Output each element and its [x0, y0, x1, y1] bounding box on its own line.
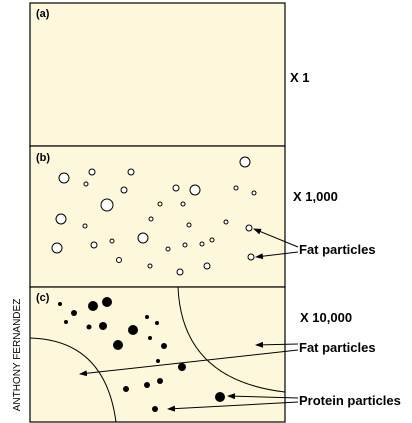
panel-label: (a): [36, 8, 50, 20]
arrow: [255, 341, 299, 348]
annotation: Fat particles: [299, 242, 376, 257]
magnification: X 10,000: [300, 310, 352, 325]
panel-a: [29, 2, 286, 147]
panel-c: [29, 286, 286, 423]
fat-globule-arc: [29, 337, 117, 423]
annotation: Fat particles: [299, 340, 376, 355]
arrow: [79, 349, 299, 377]
annotation: Protein particles: [299, 393, 401, 408]
panel-label: (b): [36, 152, 50, 164]
credit: ANTHONY FERNANDEZ: [12, 299, 23, 412]
arrow: [167, 401, 299, 412]
panel-b: [29, 145, 286, 288]
protein-particles: [58, 297, 225, 412]
arrow: [253, 228, 299, 248]
arrow: [227, 393, 299, 400]
fat-particles: [51, 156, 257, 276]
magnification: X 1,000: [293, 189, 338, 204]
panel-label: (c): [36, 292, 50, 304]
magnification: X 1: [290, 70, 310, 85]
arrow: [255, 251, 299, 260]
